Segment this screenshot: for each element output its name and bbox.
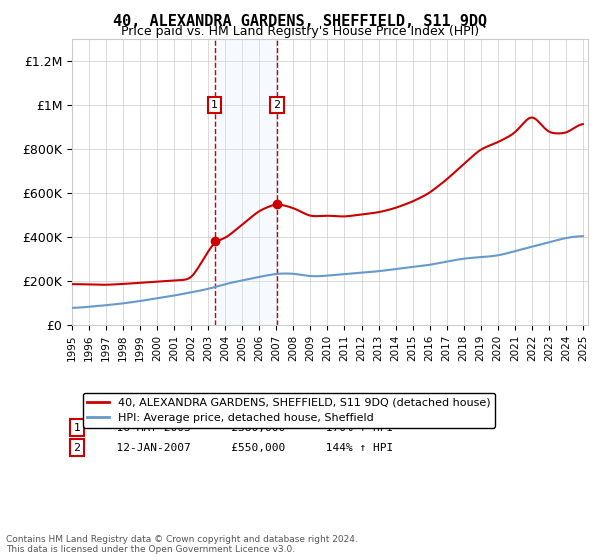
Text: 40, ALEXANDRA GARDENS, SHEFFIELD, S11 9DQ: 40, ALEXANDRA GARDENS, SHEFFIELD, S11 9D… [113,14,487,29]
Legend: 40, ALEXANDRA GARDENS, SHEFFIELD, S11 9DQ (detached house), HPI: Average price, : 40, ALEXANDRA GARDENS, SHEFFIELD, S11 9D… [83,393,496,428]
Text: 1: 1 [211,100,218,110]
Bar [215,39,277,325]
Text: Price paid vs. HM Land Registry's House Price Index (HPI): Price paid vs. HM Land Registry's House … [121,25,479,38]
Text: 16-MAY-2003      £380,000      170% ↑ HPI: 16-MAY-2003 £380,000 170% ↑ HPI [103,423,393,433]
Text: 2: 2 [274,100,280,110]
Text: 1: 1 [74,423,80,433]
Text: Contains HM Land Registry data © Crown copyright and database right 2024.
This d: Contains HM Land Registry data © Crown c… [6,535,358,554]
Text: 2: 2 [74,442,81,452]
Text: 12-JAN-2007      £550,000      144% ↑ HPI: 12-JAN-2007 £550,000 144% ↑ HPI [103,442,393,452]
